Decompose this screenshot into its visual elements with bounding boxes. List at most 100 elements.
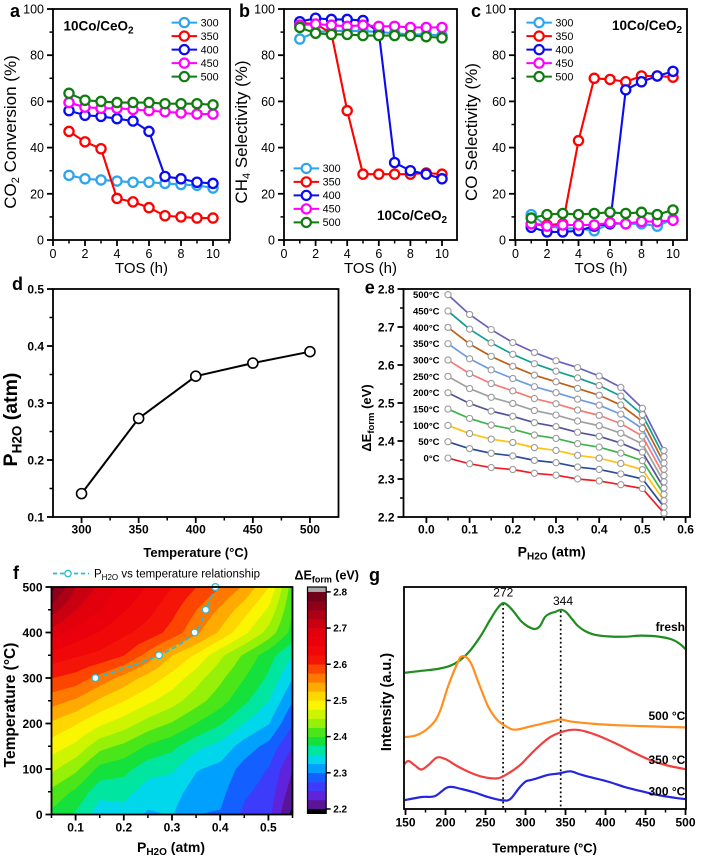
svg-text:2: 2 (544, 247, 551, 261)
svg-text:500: 500 (300, 523, 320, 537)
svg-text:TOS (h): TOS (h) (574, 260, 627, 277)
svg-text:100°C: 100°C (413, 421, 440, 432)
svg-text:500: 500 (675, 816, 695, 830)
svg-text:2.4: 2.4 (378, 434, 395, 448)
svg-text:2.4: 2.4 (333, 732, 347, 743)
svg-text:500: 500 (201, 71, 219, 83)
svg-text:300: 300 (555, 17, 573, 29)
svg-text:c: c (471, 1, 481, 21)
svg-text:0.5: 0.5 (634, 523, 651, 537)
svg-text:50°C: 50°C (418, 437, 439, 448)
svg-text:Temperature (°C): Temperature (°C) (143, 545, 248, 560)
svg-text:450: 450 (323, 204, 341, 216)
svg-text:0: 0 (499, 234, 506, 248)
svg-text:0.1: 0.1 (67, 821, 84, 835)
svg-text:2.5: 2.5 (333, 696, 347, 707)
svg-text:CH4 Selectivity (%): CH4 Selectivity (%) (232, 60, 253, 203)
svg-text:Intensity (a.u.): Intensity (a.u.) (379, 653, 395, 751)
svg-text:8: 8 (178, 247, 185, 261)
svg-text:e: e (365, 278, 375, 298)
svg-text:100: 100 (23, 3, 44, 17)
svg-text:2.8: 2.8 (333, 588, 347, 599)
svg-text:0.3: 0.3 (27, 396, 44, 410)
svg-text:400: 400 (323, 190, 341, 202)
svg-text:10Co/CeO2: 10Co/CeO2 (377, 208, 448, 226)
svg-text:2.2: 2.2 (378, 510, 395, 524)
svg-text:0: 0 (50, 247, 57, 261)
svg-text:4: 4 (575, 247, 582, 261)
svg-text:10: 10 (435, 247, 449, 261)
svg-text:500: 500 (555, 71, 573, 83)
svg-text:0.2: 0.2 (115, 821, 132, 835)
svg-text:400: 400 (595, 816, 615, 830)
svg-text:0: 0 (268, 234, 275, 248)
svg-text:60: 60 (492, 95, 506, 109)
svg-text:2: 2 (312, 247, 319, 261)
svg-text:b: b (239, 1, 250, 21)
svg-text:0°C: 0°C (424, 454, 440, 465)
svg-text:2.2: 2.2 (333, 805, 347, 816)
svg-text:0.4: 0.4 (212, 821, 229, 835)
svg-text:10: 10 (666, 247, 680, 261)
svg-text:0.2: 0.2 (504, 523, 521, 537)
svg-text:150: 150 (395, 816, 415, 830)
svg-text:0.6: 0.6 (677, 523, 694, 537)
svg-text:0.0: 0.0 (418, 523, 435, 537)
svg-text:300: 300 (72, 523, 92, 537)
svg-text:0: 0 (281, 247, 288, 261)
svg-text:350 °C: 350 °C (648, 753, 685, 767)
svg-text:200: 200 (435, 816, 455, 830)
svg-text:300: 300 (515, 816, 535, 830)
svg-text:0.1: 0.1 (461, 523, 478, 537)
svg-text:80: 80 (30, 49, 44, 63)
svg-text:2.6: 2.6 (333, 660, 347, 671)
svg-text:350: 350 (323, 177, 341, 189)
svg-text:6: 6 (146, 247, 153, 261)
svg-text:fresh: fresh (656, 620, 685, 634)
svg-text:0: 0 (37, 234, 44, 248)
svg-text:0: 0 (36, 808, 43, 822)
svg-text:500: 500 (323, 217, 341, 229)
svg-text:8: 8 (638, 247, 645, 261)
svg-text:2.7: 2.7 (333, 624, 347, 635)
svg-text:ΔEform (eV): ΔEform (eV) (359, 384, 377, 451)
svg-text:400: 400 (555, 44, 573, 56)
svg-text:TOS (h): TOS (h) (115, 260, 168, 277)
svg-text:2: 2 (82, 247, 89, 261)
svg-text:0.4: 0.4 (591, 523, 608, 537)
svg-text:2.6: 2.6 (378, 358, 395, 372)
svg-text:20: 20 (492, 187, 506, 201)
svg-text:100: 100 (254, 3, 275, 17)
svg-text:272: 272 (493, 586, 513, 600)
svg-text:Temperature (°C): Temperature (°C) (492, 841, 597, 856)
svg-text:4: 4 (114, 247, 121, 261)
svg-text:0: 0 (512, 247, 519, 261)
svg-text:400°C: 400°C (413, 323, 440, 334)
svg-text:250: 250 (475, 816, 495, 830)
svg-text:500 °C: 500 °C (648, 709, 685, 723)
svg-text:0.3: 0.3 (164, 821, 181, 835)
svg-text:60: 60 (30, 95, 44, 109)
svg-text:4: 4 (344, 247, 351, 261)
svg-text:6: 6 (375, 247, 382, 261)
svg-text:10Co/CeO2: 10Co/CeO2 (612, 18, 683, 36)
svg-text:g: g (369, 565, 380, 585)
svg-text:500: 500 (22, 580, 42, 594)
svg-text:2.8: 2.8 (378, 282, 395, 296)
svg-text:ΔEform (eV): ΔEform (eV) (295, 569, 359, 585)
svg-text:0.5: 0.5 (260, 821, 277, 835)
svg-text:400: 400 (201, 44, 219, 56)
svg-text:450°C: 450°C (413, 306, 440, 317)
svg-text:450: 450 (635, 816, 655, 830)
svg-text:60: 60 (261, 95, 275, 109)
svg-text:350°C: 350°C (413, 339, 440, 350)
svg-text:300: 300 (22, 671, 42, 685)
svg-text:80: 80 (261, 49, 275, 63)
svg-text:500°C: 500°C (413, 290, 440, 301)
svg-text:6: 6 (607, 247, 614, 261)
svg-text:2.5: 2.5 (378, 396, 395, 410)
svg-text:300: 300 (323, 163, 341, 175)
svg-text:f: f (13, 563, 20, 583)
svg-text:450: 450 (201, 58, 219, 70)
svg-text:PH2O vs temperature relationsh: PH2O vs temperature relationship (94, 569, 260, 583)
